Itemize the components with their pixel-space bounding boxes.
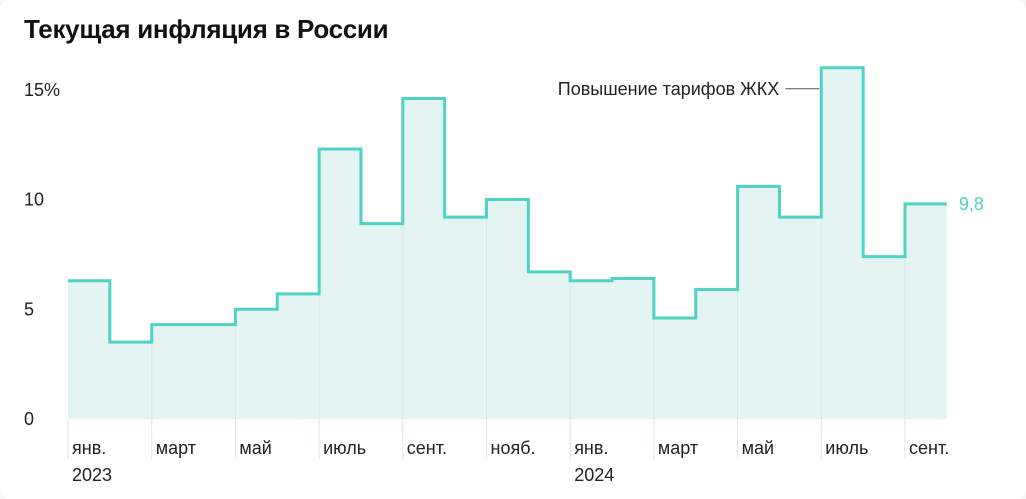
x-tick-label: март bbox=[156, 438, 196, 458]
y-tick-label: 5 bbox=[24, 299, 34, 319]
last-value-label: 9,8 bbox=[959, 194, 984, 214]
area-fill bbox=[68, 67, 947, 420]
series-line bbox=[68, 66, 947, 344]
x-tick-label: июль bbox=[825, 438, 868, 458]
x-tick-label: май bbox=[742, 438, 774, 458]
x-tick-label: июль bbox=[323, 438, 366, 458]
chart-title: Текущая инфляция в России bbox=[24, 14, 389, 44]
annotation-label: Повышение тарифов ЖКХ bbox=[558, 79, 780, 99]
y-tick-label: 15% bbox=[24, 80, 60, 100]
x-tick-year: 2023 bbox=[72, 465, 112, 485]
x-tick-label: нояб. bbox=[491, 438, 536, 458]
x-tick-label: сент. bbox=[909, 438, 949, 458]
x-tick-label: март bbox=[658, 438, 698, 458]
y-tick-label: 0 bbox=[24, 409, 34, 429]
y-tick-label: 10 bbox=[24, 190, 44, 210]
x-tick-label: сент. bbox=[407, 438, 447, 458]
x-tick-label: янв. bbox=[72, 438, 106, 458]
x-tick-label: янв. bbox=[574, 438, 608, 458]
x-tick-label: май bbox=[239, 438, 271, 458]
x-tick-year: 2024 bbox=[574, 465, 614, 485]
